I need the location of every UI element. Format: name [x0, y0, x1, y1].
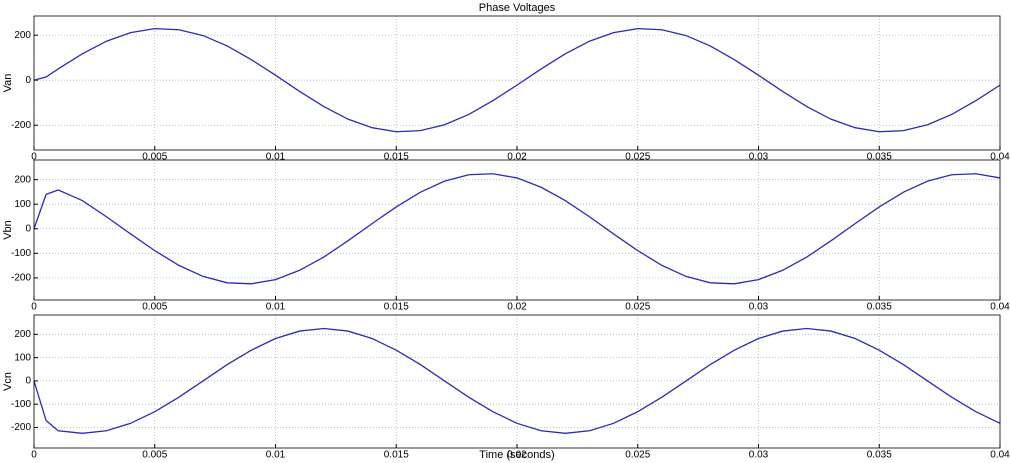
y-tick-label: -200 — [11, 422, 31, 433]
y-axis-label: Van — [2, 74, 14, 93]
x-tick-label: 0.01 — [266, 152, 286, 163]
y-tick-label: 0 — [25, 223, 31, 234]
y-tick-label: 200 — [14, 329, 31, 340]
x-tick-label: 0.03 — [749, 152, 769, 163]
x-tick-label: 0.03 — [749, 302, 769, 313]
x-tick-label: 0.035 — [867, 302, 892, 313]
x-tick-label: 0.015 — [384, 302, 409, 313]
chart-title: Phase Voltages — [479, 2, 556, 14]
y-tick-label: -100 — [11, 248, 31, 259]
x-tick-label: 0.01 — [266, 302, 286, 313]
axes-frame — [33, 314, 1001, 449]
y-tick-label: 200 — [14, 174, 31, 185]
x-tick-label: 0.01 — [266, 450, 286, 461]
axes-frame — [33, 15, 1001, 151]
x-tick-label: 0.005 — [142, 152, 167, 163]
y-axis-label: Vbn — [2, 220, 14, 240]
y-tick-label: -100 — [11, 399, 31, 410]
data-line — [33, 27, 1001, 133]
y-tick-label: 0 — [25, 376, 31, 387]
x-tick-label: 0 — [31, 152, 37, 163]
x-tick-label: 0.02 — [507, 450, 527, 461]
x-tick-label: 0.02 — [507, 302, 527, 313]
x-tick-label: 0.03 — [749, 450, 769, 461]
x-tick-label: 0.04 — [990, 302, 1010, 313]
x-tick-label: 0.005 — [142, 302, 167, 313]
x-tick-label: 0.015 — [384, 450, 409, 461]
x-tick-label: 0.005 — [142, 450, 167, 461]
axes-frame — [33, 159, 1001, 301]
x-tick-label: 0.025 — [625, 152, 650, 163]
y-tick-label: -200 — [11, 120, 31, 131]
y-tick-label: 100 — [14, 199, 31, 210]
x-tick-label: 0.025 — [625, 302, 650, 313]
x-tick-label: 0.04 — [990, 152, 1010, 163]
x-tick-label: 0.025 — [625, 450, 650, 461]
x-tick-label: 0 — [31, 302, 37, 313]
x-tick-label: 0.015 — [384, 152, 409, 163]
x-tick-label: 0.035 — [867, 450, 892, 461]
x-tick-label: 0.035 — [867, 152, 892, 163]
x-axis-label: Time (seconds) — [479, 449, 554, 461]
x-tick-label: 0 — [31, 450, 37, 461]
data-line — [33, 173, 1001, 285]
y-tick-label: 0 — [25, 75, 31, 86]
y-tick-label: 200 — [14, 30, 31, 41]
x-tick-label: 0.02 — [507, 152, 527, 163]
x-tick-label: 0.04 — [990, 450, 1010, 461]
y-tick-label: 100 — [14, 352, 31, 363]
y-axis-label: Vcn — [2, 372, 14, 391]
y-tick-label: -200 — [11, 273, 31, 284]
data-line — [33, 327, 1001, 434]
